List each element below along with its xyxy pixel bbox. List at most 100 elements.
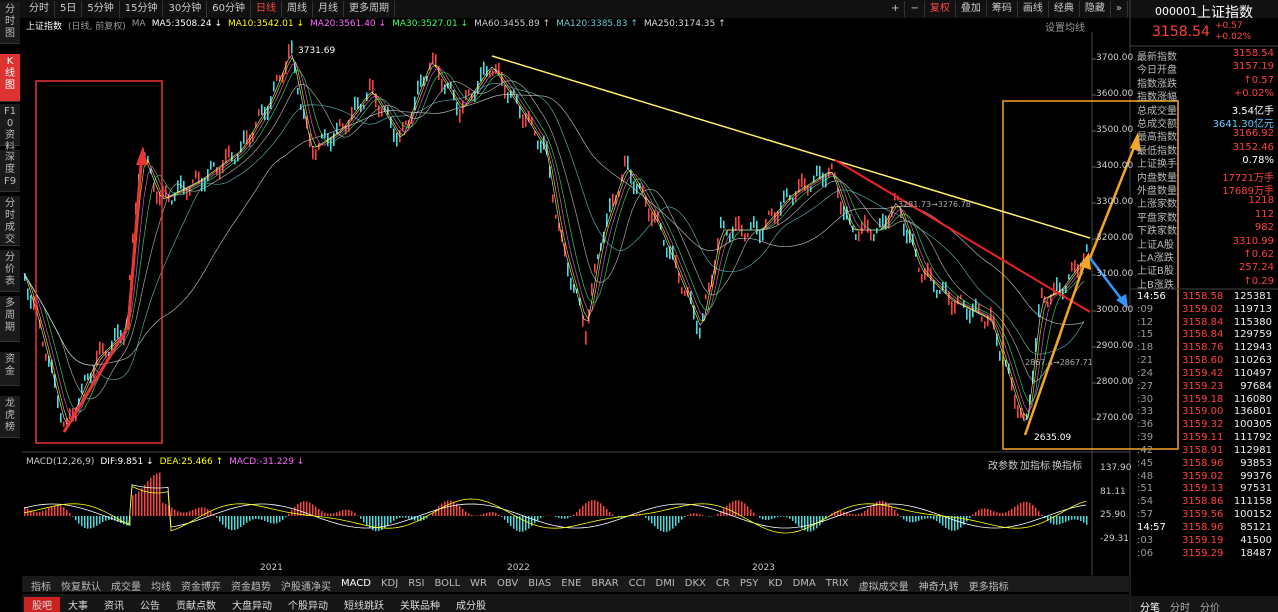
quote-label: 平盘家数 xyxy=(1137,212,1177,224)
period-tab[interactable]: 更多周期 xyxy=(344,1,395,17)
tick-price: 3159.42 xyxy=(1182,367,1224,379)
tool-btn[interactable]: 复权 xyxy=(925,1,956,17)
bottom-tab[interactable]: 贡献点数 xyxy=(176,601,216,612)
tool-btn[interactable]: 经典 xyxy=(1049,1,1080,17)
indicator-tab[interactable]: 成交量 xyxy=(111,582,141,593)
bottom-tab[interactable]: 短线跳跃 xyxy=(344,601,384,612)
candle xyxy=(633,181,635,195)
indicator-tab[interactable]: 均线 xyxy=(151,582,171,593)
tool-btn[interactable]: 画线 xyxy=(1018,1,1049,17)
macd-bar xyxy=(315,506,317,516)
macd-bar xyxy=(285,516,287,518)
bottom-tab[interactable]: 关联品种 xyxy=(400,601,440,612)
macd-bar xyxy=(306,501,308,516)
bottom-tab[interactable]: 公告 xyxy=(140,601,160,612)
tick-volume: 85121 xyxy=(1240,521,1272,533)
macd-bar xyxy=(912,516,914,523)
candle xyxy=(486,66,488,77)
macd-bar xyxy=(474,515,476,516)
indicator-tab[interactable]: CCI xyxy=(628,578,646,589)
macd-action[interactable]: 加指标 xyxy=(1020,461,1050,472)
bottom-tab[interactable]: 资讯 xyxy=(104,601,124,612)
macd-action[interactable]: 改参数 xyxy=(988,461,1018,472)
tick-volume: 18487 xyxy=(1240,547,1272,559)
indicator-tab[interactable]: ENE xyxy=(561,578,582,589)
indicator-tab[interactable]: 虚拟成交量 xyxy=(858,582,909,593)
candle xyxy=(267,105,269,120)
candle xyxy=(237,154,239,162)
macd-bar xyxy=(603,506,605,516)
candle xyxy=(744,233,746,242)
bottom-tab[interactable]: 个股异动 xyxy=(288,601,328,612)
indicator-tab[interactable]: 神奇九转 xyxy=(918,582,959,593)
candle xyxy=(540,140,542,153)
tool-btn[interactable]: − xyxy=(905,1,925,17)
indicator-tab[interactable]: 更多指标 xyxy=(968,582,1009,593)
candle xyxy=(837,187,839,199)
indicator-tab[interactable]: DMI xyxy=(655,578,675,589)
indicator-tab[interactable]: BIAS xyxy=(528,578,552,589)
tool-btn[interactable]: + xyxy=(886,1,906,17)
nav-item[interactable]: F10资料 xyxy=(0,104,20,153)
macd-bar xyxy=(177,511,179,516)
candle xyxy=(846,206,848,220)
right-tab[interactable]: 分价 xyxy=(1200,603,1220,612)
indicator-tab[interactable]: CR xyxy=(715,578,730,589)
indicator-tab[interactable]: DKX xyxy=(684,578,706,589)
nav-item[interactable]: 分时成交 xyxy=(0,196,20,246)
period-tab[interactable]: 15分钟 xyxy=(120,1,164,17)
nav-item[interactable]: 资金 xyxy=(0,352,20,386)
macd-bar xyxy=(861,512,863,516)
indicator-tab[interactable]: 沪股通净买 xyxy=(281,582,331,593)
indicator-tab[interactable]: TRIX xyxy=(825,578,849,589)
macd-bar xyxy=(282,516,284,520)
indicator-tab[interactable]: KD xyxy=(768,578,783,589)
tick-time: 14:57 xyxy=(1137,521,1166,533)
period-tab[interactable]: 月线 xyxy=(313,1,344,17)
tool-btn[interactable]: 筹码 xyxy=(987,1,1018,17)
indicator-tab[interactable]: BOLL xyxy=(434,578,461,589)
indicator-tab[interactable]: MACD xyxy=(341,578,371,589)
candle xyxy=(864,215,866,230)
nav-item[interactable]: 分时图 xyxy=(0,2,20,44)
tool-btn[interactable]: » xyxy=(1111,1,1128,17)
right-tab[interactable]: 分时 xyxy=(1170,603,1190,612)
right-tab[interactable]: 分笔 xyxy=(1140,603,1160,612)
indicator-tab[interactable]: 资金趋势 xyxy=(231,582,271,593)
tick-volume: 97531 xyxy=(1240,483,1272,495)
nav-item[interactable]: 分价表 xyxy=(0,250,20,292)
period-tab[interactable]: 30分钟 xyxy=(163,1,208,17)
macd-bar xyxy=(456,503,458,516)
period-tab[interactable]: 分时 xyxy=(24,1,55,17)
nav-item[interactable]: 龙虎榜 xyxy=(0,396,20,438)
period-tab[interactable]: 5日 xyxy=(55,1,83,17)
indicator-tab[interactable]: RSI xyxy=(408,578,425,589)
tool-btn[interactable]: 叠加 xyxy=(956,1,987,17)
indicator-tab[interactable]: DMA xyxy=(792,578,816,589)
macd-bar xyxy=(1011,508,1013,516)
period-tab[interactable]: 周线 xyxy=(282,1,313,17)
bottom-tab[interactable]: 大盘异动 xyxy=(232,601,272,612)
indicator-tab[interactable]: 资金博弈 xyxy=(181,582,221,593)
nav-item[interactable]: 深度F9 xyxy=(0,150,20,192)
indicator-tab[interactable]: PSY xyxy=(739,578,759,589)
nav-item[interactable]: 多周期 xyxy=(0,296,20,342)
indicator-tab[interactable]: KDJ xyxy=(380,578,399,589)
macd-bar xyxy=(162,502,164,516)
indicator-tab[interactable]: BRAR xyxy=(591,578,619,589)
tool-btn[interactable]: 隐藏 xyxy=(1080,1,1111,17)
macd-action[interactable]: 换指标 xyxy=(1052,461,1082,472)
indicator-tab[interactable]: 指标 xyxy=(31,582,51,593)
bottom-tab[interactable]: 股吧 xyxy=(24,597,60,612)
period-tab[interactable]: 60分钟 xyxy=(207,1,251,17)
period-tab[interactable]: 5分钟 xyxy=(82,1,120,17)
period-tab[interactable]: 日线 xyxy=(251,1,282,17)
indicator-tab[interactable]: OBV xyxy=(497,578,519,589)
indicator-tab[interactable]: WR xyxy=(470,578,487,589)
ma-settings[interactable]: 设置均线 xyxy=(1045,23,1085,34)
indicator-tab[interactable]: 恢复默认 xyxy=(61,582,101,593)
bottom-tab[interactable]: 大事 xyxy=(68,601,88,612)
nav-item[interactable]: K线图 xyxy=(0,54,20,102)
macd-dif: DIF:9.851 ↓ xyxy=(100,457,154,467)
bottom-tab[interactable]: 成分股 xyxy=(456,601,486,612)
